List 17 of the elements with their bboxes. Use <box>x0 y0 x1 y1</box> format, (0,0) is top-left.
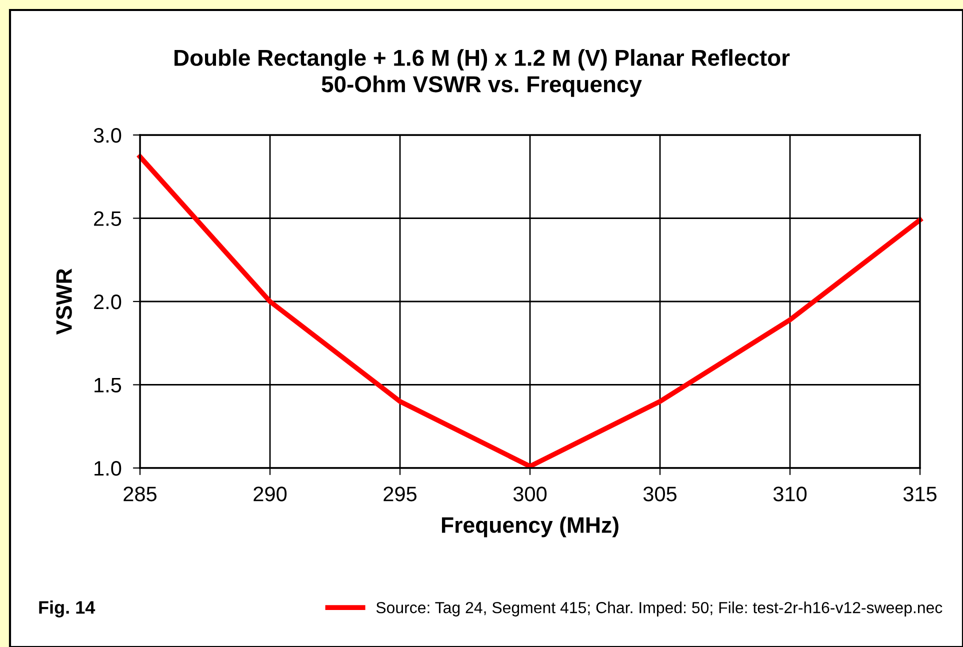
chart-title: Double Rectangle + 1.6 M (H) x 1.2 M (V) Planar Reflector 50-Ohm VSWR vs. Frequency <box>174 49 790 97</box>
y-tick-label: 2.5 <box>94 211 122 226</box>
x-tick-label: 290 <box>254 486 287 502</box>
caption: Fig. 14 <box>39 600 96 618</box>
x-axis-title: Frequency (MHz) <box>442 516 618 538</box>
y-tick-label: 1.0 <box>94 461 122 476</box>
x-tick-label: 300 <box>513 486 547 502</box>
y-tick-label: 2.0 <box>94 294 122 310</box>
x-tick-label: 295 <box>384 486 417 502</box>
y-axis-title: VSWR <box>56 268 72 335</box>
x-tick-label: 315 <box>903 486 937 502</box>
x-tick-label: 305 <box>643 486 677 502</box>
y-tick-label: 1.5 <box>94 378 122 393</box>
y-tick-label: 3.0 <box>94 128 122 143</box>
legend-label: Source: Tag 24, Segment 415; Char. Imped: 50; File: test-2r-h16-v12-sweep.nec <box>376 602 942 616</box>
x-tick-label: 285 <box>124 486 157 502</box>
x-tick-label: 310 <box>773 486 807 502</box>
